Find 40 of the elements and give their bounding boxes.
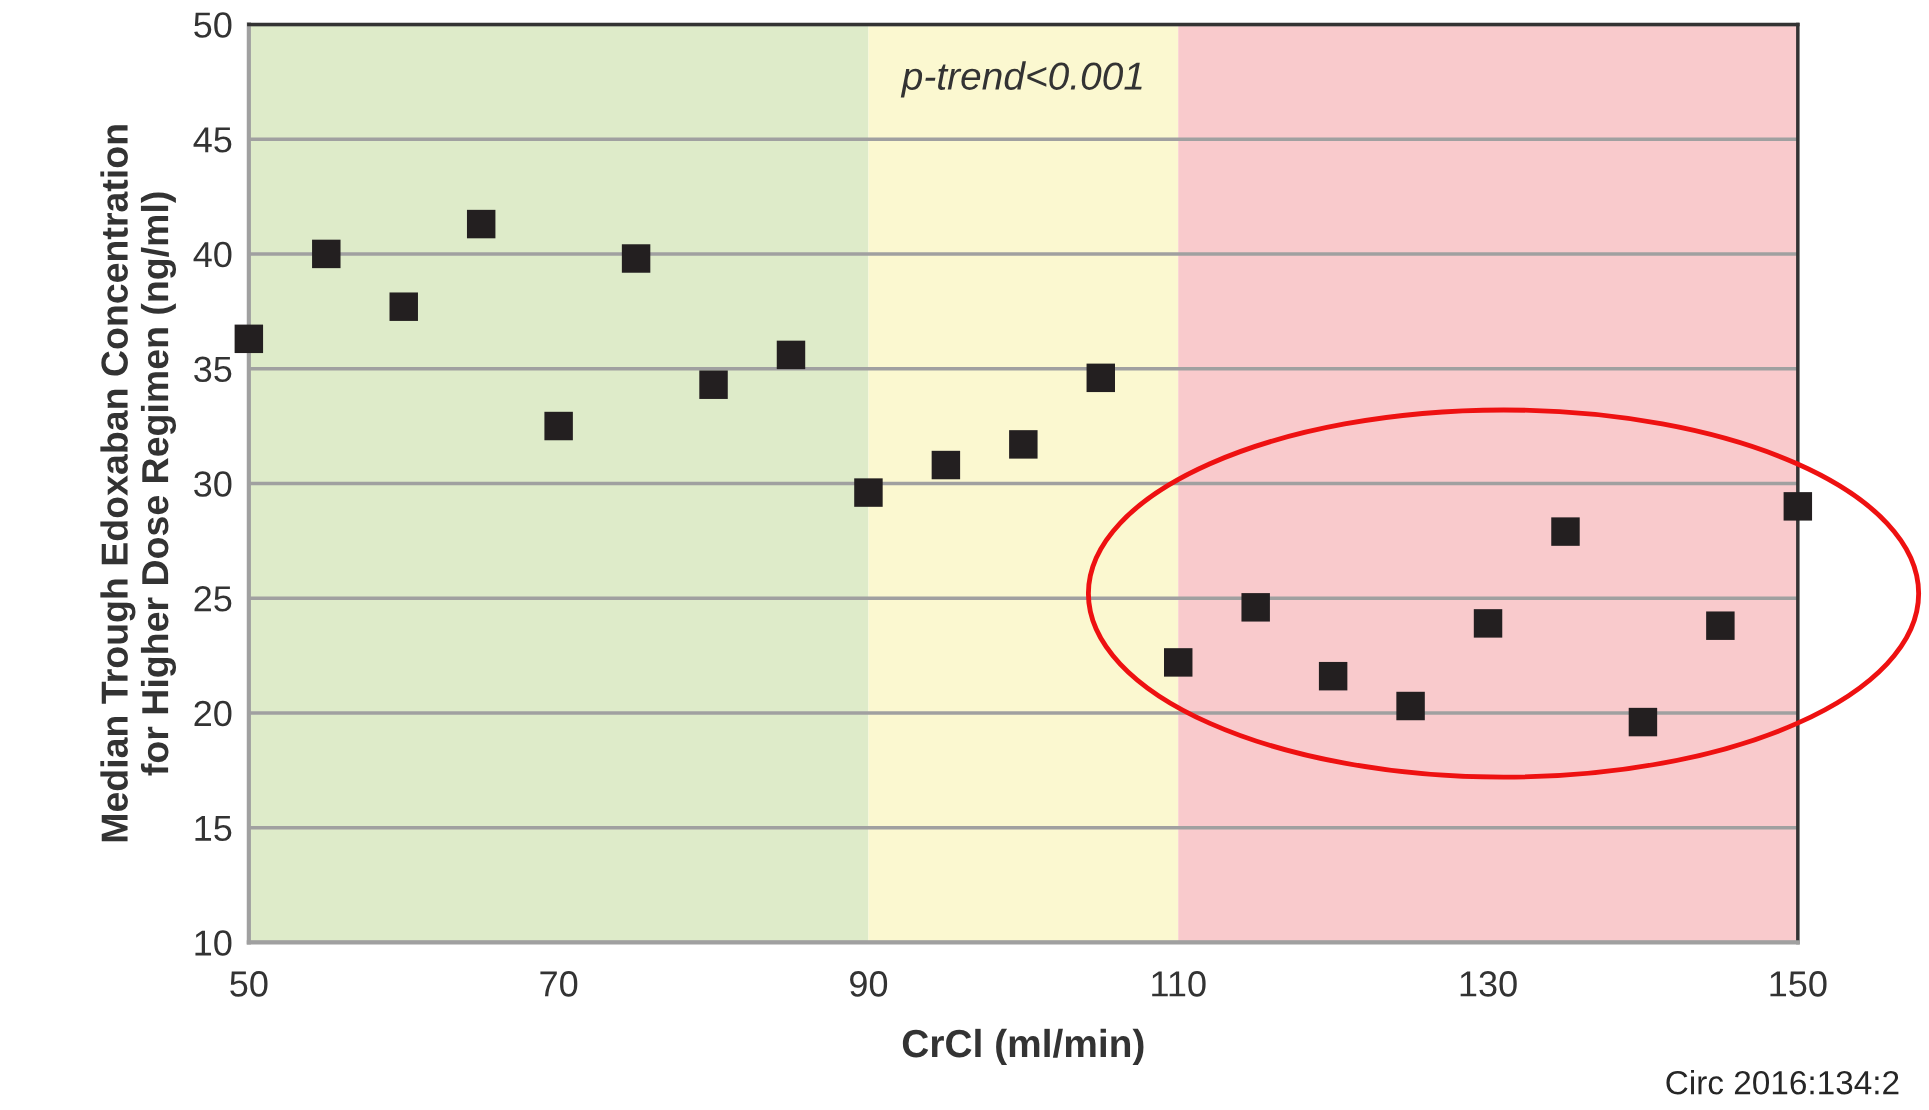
point: [234, 324, 264, 354]
y-tick-label: 20: [194, 700, 232, 727]
x-tick-label: 130: [1460, 971, 1517, 997]
x-tick-label: 150: [1770, 971, 1827, 997]
point: [1164, 648, 1193, 677]
point: [621, 244, 651, 273]
y-axis-title: Median Trough Edoxaban Concentration for Higher Dose Regimen (ng/ml): [100, 125, 177, 842]
point: [1783, 492, 1813, 521]
point: [699, 370, 728, 399]
x-tick-label: 50: [230, 971, 268, 997]
point: [1706, 611, 1735, 640]
point: [544, 411, 573, 441]
point: [1009, 430, 1038, 459]
point: [312, 239, 341, 269]
point: [1086, 363, 1116, 393]
y-tick-label: 45: [193, 127, 232, 153]
x-tick-label: 110: [1152, 971, 1206, 997]
text: Circ 2016:134:2: [1666, 1070, 1899, 1095]
point: [389, 292, 418, 321]
point: [1473, 609, 1503, 638]
y-tick-label: 40: [193, 241, 232, 268]
y-tick-label: 25: [194, 586, 232, 612]
y-tick-label: 15: [195, 815, 232, 842]
annotation: p-trend<0.001: [900, 61, 1142, 98]
point: [776, 340, 806, 370]
point: [1396, 691, 1425, 721]
point: [854, 478, 883, 507]
point: [931, 450, 961, 480]
y-tick-label: 10: [195, 930, 232, 956]
point: [1628, 707, 1658, 737]
point: [1551, 517, 1580, 546]
y-tick-label: 50: [194, 12, 232, 38]
point: [1318, 661, 1348, 691]
x-tick-label: 70: [540, 971, 578, 997]
x-axis-title: CrCl (ml/min): [902, 1028, 1144, 1066]
x-tick-label: 90: [850, 971, 888, 997]
point: [466, 209, 496, 239]
y-tick-label: 30: [194, 471, 232, 497]
point: [1241, 593, 1270, 622]
y-tick-label: 35: [194, 356, 232, 383]
